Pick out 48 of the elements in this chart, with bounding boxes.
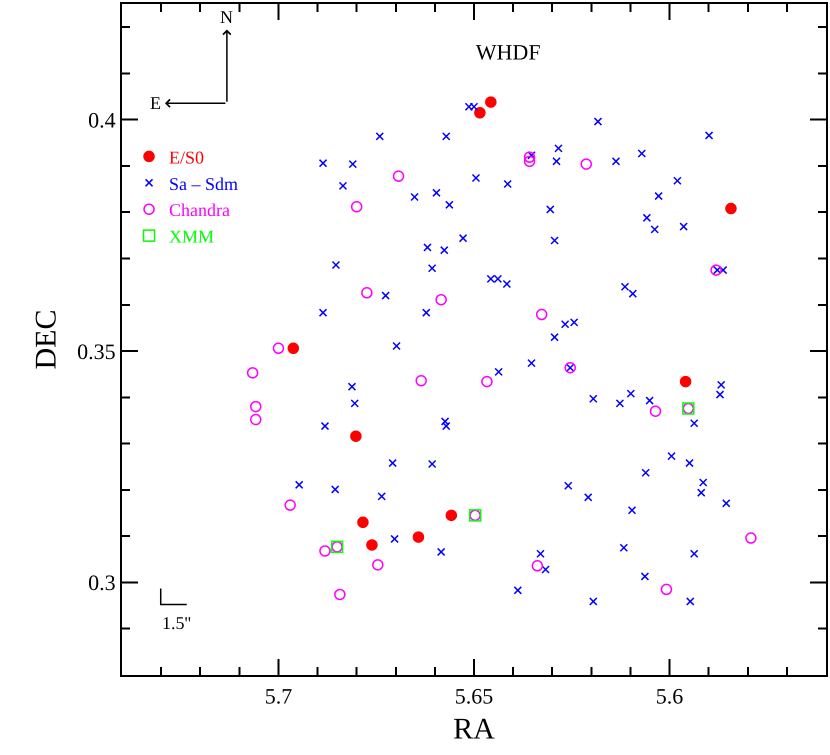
point <box>660 584 672 596</box>
y-tick-label: 0.35 <box>77 338 116 364</box>
point <box>415 374 427 386</box>
point <box>250 400 262 412</box>
point <box>745 532 757 544</box>
y-axis-title: DEC <box>30 310 63 370</box>
point <box>334 588 346 600</box>
point <box>474 107 486 118</box>
x-tick-label: 5.65 <box>454 683 494 708</box>
legend-label: XMM <box>169 226 214 247</box>
legend-label: E/S0 <box>169 147 204 168</box>
point <box>372 559 384 571</box>
point <box>650 405 662 417</box>
point <box>481 376 493 388</box>
point <box>366 539 378 551</box>
point <box>361 287 373 299</box>
point <box>288 342 300 354</box>
point <box>725 202 737 214</box>
point <box>446 510 458 522</box>
annotation: 1.5'' <box>162 613 191 633</box>
x-axis-title: RA <box>453 712 496 746</box>
point <box>246 367 258 379</box>
point <box>524 151 536 163</box>
point <box>435 294 447 306</box>
point <box>524 156 536 168</box>
point <box>680 376 692 388</box>
point <box>250 414 262 426</box>
point <box>532 560 544 572</box>
point <box>284 499 296 511</box>
y-tick-label: 0.4 <box>88 107 116 132</box>
point <box>350 430 362 442</box>
text: WHDF <box>476 40 541 65</box>
legend-label: Chandra <box>169 200 230 220</box>
point <box>272 342 284 354</box>
point <box>319 545 331 557</box>
point <box>412 531 424 543</box>
point <box>392 170 404 182</box>
x-tick-label: 5.7 <box>264 683 292 708</box>
point <box>357 516 369 528</box>
x-tick-label: 5.6 <box>656 683 684 708</box>
annotation: N <box>220 7 233 27</box>
point <box>350 200 362 212</box>
legend-label: Sa – Sdm <box>169 174 238 194</box>
annotation: E <box>150 93 161 113</box>
point <box>580 158 592 170</box>
point <box>485 96 497 108</box>
y-tick-label: 0.3 <box>88 570 116 596</box>
point <box>536 308 548 320</box>
